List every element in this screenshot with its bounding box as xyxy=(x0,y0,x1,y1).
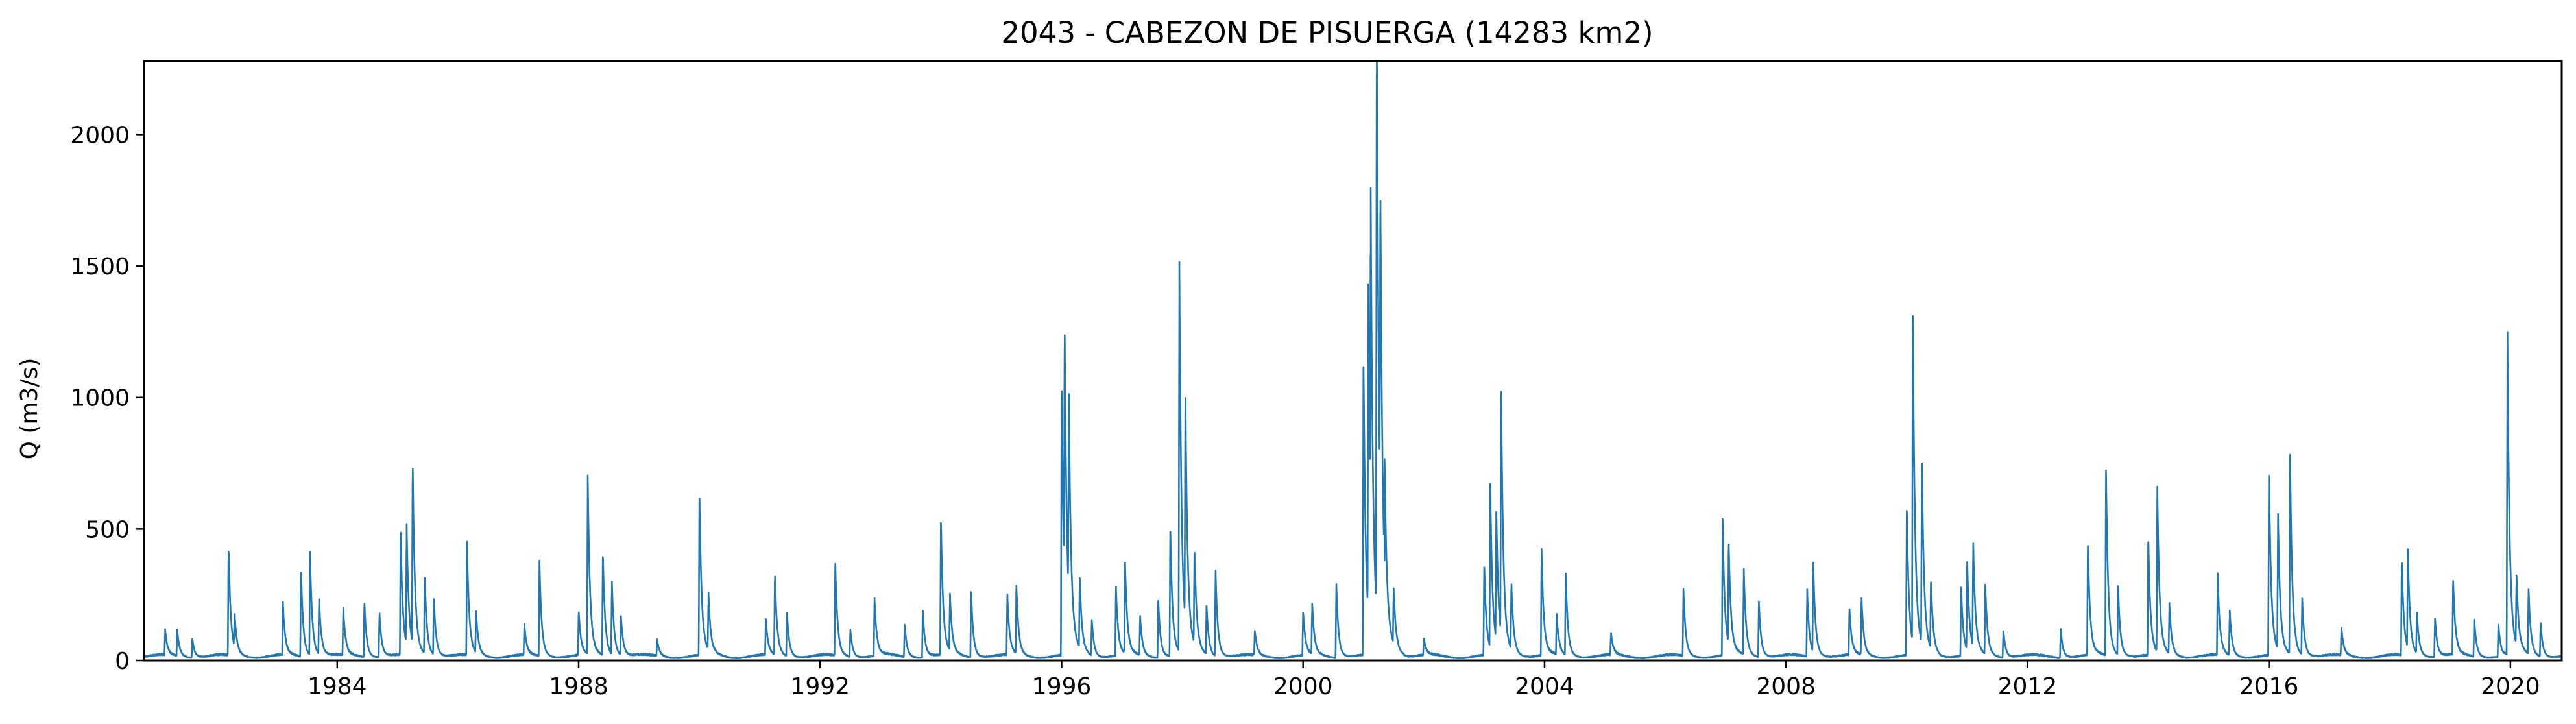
x-tick-label: 2020 xyxy=(2481,673,2540,700)
discharge-series-line xyxy=(143,60,2562,660)
x-tick-label: 2016 xyxy=(2239,673,2299,700)
plot-frame xyxy=(143,60,2563,662)
x-tick-label: 2000 xyxy=(1273,673,1333,700)
y-tick-label: 500 xyxy=(85,516,130,543)
series-layer xyxy=(143,60,2562,660)
chart-title: 2043 - CABEZON DE PISUERGA (14283 km2) xyxy=(1001,16,1653,50)
x-tick-label: 2008 xyxy=(1756,673,1816,700)
y-tick-label: 1000 xyxy=(70,385,130,412)
x-tick-label: 2012 xyxy=(1998,673,2058,700)
x-tick-label: 1996 xyxy=(1032,673,1092,700)
y-tick-label: 2000 xyxy=(70,122,130,149)
x-tick-label: 1984 xyxy=(307,673,367,700)
y-tick-label: 0 xyxy=(115,648,130,675)
y-axis-ticks: 0 500 1000 1500 2000 xyxy=(70,122,144,675)
x-tick-label: 1992 xyxy=(790,673,850,700)
y-axis-label: Q (m3/s) xyxy=(16,358,43,460)
x-axis-ticks: 1984 1988 1992 1996 2000 2004 2008 2012 2016 2020 xyxy=(307,660,2540,700)
x-tick-label: 2004 xyxy=(1515,673,1574,700)
x-tick-label: 1988 xyxy=(549,673,608,700)
y-tick-label: 1500 xyxy=(70,254,130,280)
